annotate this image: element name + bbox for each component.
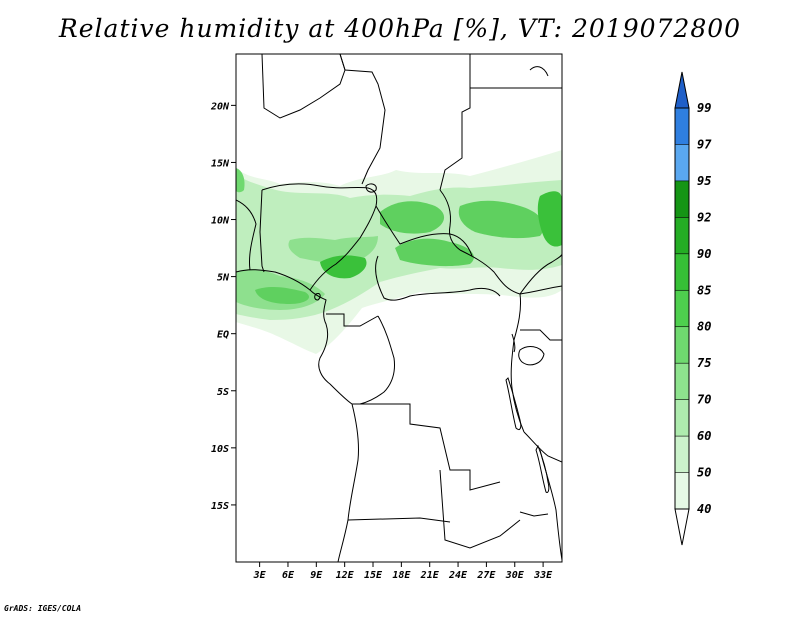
lat-tick-label: 15S	[211, 501, 229, 512]
border-chad-sudan	[439, 189, 461, 251]
colorbar-level-label: 80	[697, 320, 711, 334]
colorbar-level-label: 95	[697, 174, 711, 188]
border-niger-chad-south	[261, 183, 378, 207]
lat-tick-label: 15N	[211, 158, 230, 169]
colorbar-level-label: 99	[697, 101, 711, 115]
lat-tick-label: 5S	[217, 387, 229, 398]
credit-text: GrADS: IGES/COLA	[4, 604, 82, 613]
border-tanzania	[523, 431, 562, 463]
chart-title: Relative humidity at 400hPa [%], VT: 201…	[58, 14, 742, 43]
colorbar-level-label: 90	[697, 247, 711, 261]
lake-tanganyika	[505, 377, 522, 431]
lon-tick-label: 18E	[392, 570, 411, 581]
border-zambia	[439, 469, 521, 549]
colorbar-box	[675, 253, 689, 291]
colorbar-level-label: 60	[697, 429, 711, 443]
humidity-field-85	[380, 201, 445, 234]
colorbar-box	[675, 180, 689, 218]
humidity-field-85c	[458, 200, 544, 239]
border-ethiopia	[519, 253, 562, 295]
border-niger-libya	[339, 54, 386, 185]
border-drc-east	[510, 293, 525, 433]
colorbar-level-label: 97	[697, 137, 712, 151]
colorbar-box	[675, 217, 689, 254]
lake-victoria	[518, 346, 545, 366]
lat-tick-label: EQ	[217, 330, 229, 341]
border-drc-angola	[352, 403, 501, 491]
colorbar-lower-triangle	[674, 508, 690, 546]
humidity-field	[236, 150, 562, 354]
colorbar-box	[675, 472, 689, 509]
lakes	[314, 66, 550, 517]
colorbar: 40 50 60 70 75 80 85 90 92 95 97 99	[674, 71, 712, 546]
colorbar-level-label: 70	[697, 393, 711, 407]
humidity-field-90b	[320, 255, 367, 279]
colorbar-level-label: 92	[697, 210, 711, 224]
colorbar-box	[675, 363, 689, 400]
colorbar-box	[675, 144, 689, 181]
border-nigeria-cameroon	[309, 205, 377, 291]
lon-tick-label: 21E	[420, 570, 440, 581]
border-cameroon-congo	[326, 313, 379, 327]
colorbar-level-label: 85	[697, 283, 711, 297]
colorbar-level-label: 40	[697, 502, 711, 516]
colorbar-box	[675, 108, 689, 145]
lon-tick-label: 15E	[364, 570, 383, 581]
humidity-field-85b	[395, 238, 474, 267]
border-car-drc	[375, 255, 501, 301]
border-west	[236, 199, 257, 271]
lat-tick-label: 10N	[211, 216, 230, 227]
lon-tick-label: 9E	[310, 570, 323, 581]
lon-tick-label: 30E	[505, 570, 525, 581]
colorbar-box	[675, 326, 689, 364]
border-uganda-kenya	[520, 329, 562, 341]
border-sudan-south	[459, 249, 562, 295]
lat-tick-label: 10S	[211, 444, 229, 455]
lon-tick-label: 12E	[336, 570, 355, 581]
colorbar-box	[675, 290, 689, 327]
border-mali-algeria	[261, 54, 346, 119]
lat-tick-label: 5N	[217, 273, 230, 284]
humidity-field-80	[236, 168, 245, 193]
colorbar-level-label: 50	[697, 466, 711, 480]
lon-tick-label: 3E	[253, 570, 267, 581]
colorbar-upper-triangle	[674, 71, 690, 109]
border-angola-namibia	[347, 517, 451, 523]
border-mozambique	[539, 449, 562, 561]
border-libya-egypt	[439, 54, 471, 191]
lat-tick-label: 20N	[210, 101, 230, 112]
colorbar-box	[675, 399, 689, 437]
latitude-axis: 20N 15N 10N 5N EQ 5S 10S 15S	[210, 101, 236, 512]
lake-chad	[365, 183, 377, 193]
borders	[236, 54, 562, 562]
longitude-axis: 3E 6E 9E 12E 15E 18E 21E 24E 27E 30E 33E	[253, 562, 553, 581]
lake-kariba	[519, 511, 549, 517]
map-frame	[235, 53, 563, 563]
border-nigeria-benin	[259, 189, 265, 273]
coastline	[236, 269, 359, 562]
lon-tick-label: 33E	[533, 570, 553, 581]
colorbar-level-label: 75	[697, 356, 711, 370]
border-chad-car	[375, 205, 473, 257]
lake-malawi	[535, 444, 550, 493]
lon-tick-label: 6E	[282, 570, 295, 581]
lon-tick-label: 27E	[476, 570, 496, 581]
colorbar-box	[675, 436, 689, 473]
red-sea	[529, 66, 549, 77]
lon-tick-label: 24E	[448, 570, 468, 581]
bioko-island	[314, 293, 321, 301]
humidity-field-85d	[255, 286, 310, 304]
humidity-field-90	[537, 191, 562, 247]
border-congo-drc	[359, 315, 395, 405]
lake-albert	[511, 333, 516, 353]
